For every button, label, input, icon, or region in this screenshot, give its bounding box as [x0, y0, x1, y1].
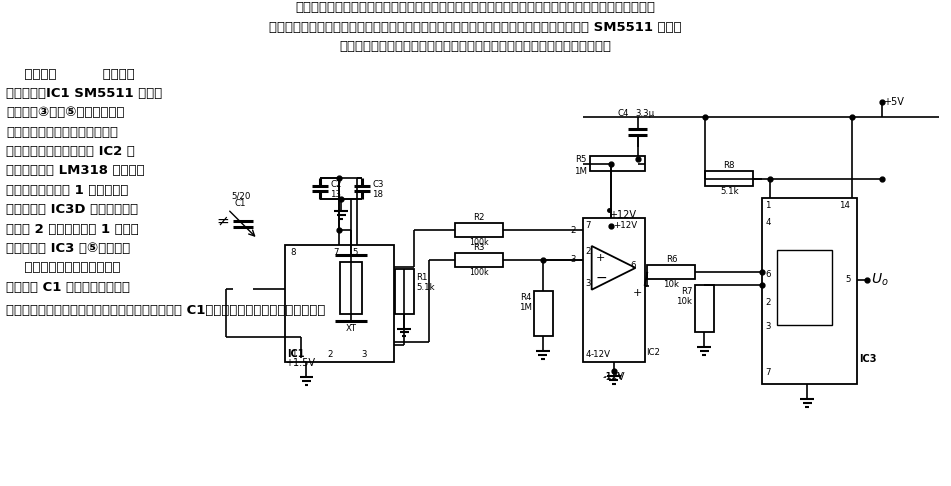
Text: +: + — [632, 288, 642, 298]
Bar — [706, 172, 753, 186]
Text: R6: R6 — [666, 255, 677, 264]
Text: $U_o$: $U_o$ — [871, 272, 888, 288]
Text: 冲信号。两路脉冲信号经 IC2 高: 冲信号。两路脉冲信号经 IC2 高 — [7, 145, 135, 158]
Text: 通电源后，IC1 SM5511 开始工: 通电源后，IC1 SM5511 开始工 — [7, 87, 163, 100]
Text: 产生高频振荡信号，然后经多级分频电路得到。这里介绍一种利用高频石英钟专用集成电路 SM5511 产生精: 产生高频振荡信号，然后经多级分频电路得到。这里介绍一种利用高频石英钟专用集成电路… — [269, 21, 681, 34]
Text: 8: 8 — [291, 248, 296, 257]
Text: IC2: IC2 — [647, 348, 661, 357]
Bar — [396, 269, 415, 313]
Bar — [456, 223, 503, 237]
Text: -12V: -12V — [604, 372, 624, 381]
Text: 14: 14 — [839, 201, 850, 210]
Text: C4: C4 — [617, 109, 629, 118]
Text: 3: 3 — [361, 350, 367, 359]
Text: 5.1k: 5.1k — [720, 187, 739, 196]
Text: 100k: 100k — [469, 268, 489, 277]
Text: IC1: IC1 — [287, 349, 305, 359]
Bar — [648, 265, 695, 279]
Text: 速运算放大器 LM318 比较放大: 速运算放大器 LM318 比较放大 — [7, 164, 145, 177]
Text: −: − — [595, 271, 608, 285]
Text: 5: 5 — [353, 248, 358, 257]
Text: ≠: ≠ — [217, 214, 229, 228]
Text: 5: 5 — [844, 275, 850, 284]
Text: 作，在其③脚与⑤脚分别产生幅: 作，在其③脚与⑤脚分别产生幅 — [7, 106, 125, 119]
Text: R2: R2 — [474, 213, 485, 222]
Text: -12V: -12V — [602, 372, 625, 382]
Text: +5V: +5V — [883, 97, 903, 107]
Text: C1: C1 — [235, 199, 246, 208]
Text: 后，合并成周期为 1 秒的窄幅脉: 后，合并成周期为 1 秒的窄幅脉 — [7, 184, 128, 197]
Text: 本电路调试十分简单，调节: 本电路调试十分简单，调节 — [7, 261, 121, 275]
Text: 冲信号，经 IC3D 触发器后变成: 冲信号，经 IC3D 触发器后变成 — [7, 203, 139, 216]
Text: 100k: 100k — [469, 238, 489, 247]
Text: 周期为 2 秒、占空比为 1 的秒脉: 周期为 2 秒、占空比为 1 的秒脉 — [7, 223, 139, 236]
Text: 7: 7 — [766, 368, 770, 377]
Text: 在数字电路中，常常需要用精确的秒脉冲信号来对检测的信号进行采样取值，实际中多采用高频振荡器: 在数字电路中，常常需要用精确的秒脉冲信号来对检测的信号进行采样取值，实际中多采用… — [295, 1, 655, 15]
Bar — [583, 218, 645, 363]
Text: 10k: 10k — [664, 280, 679, 289]
Text: R4: R4 — [520, 293, 532, 302]
Bar — [456, 253, 503, 267]
Text: 7: 7 — [586, 221, 592, 230]
Text: R5: R5 — [575, 155, 587, 164]
Bar — [762, 198, 857, 384]
Text: C2: C2 — [330, 180, 342, 189]
Text: +12V: +12V — [609, 210, 635, 220]
Text: 微调电容 C1 可以改变石英谐振: 微调电容 C1 可以改变石英谐振 — [7, 281, 130, 294]
Text: 18: 18 — [372, 190, 383, 199]
Text: 3: 3 — [571, 256, 575, 264]
Text: 2: 2 — [586, 247, 592, 257]
Text: 13: 13 — [330, 190, 341, 199]
Bar — [695, 285, 714, 332]
Text: +1.5V: +1.5V — [285, 358, 316, 368]
Text: R1: R1 — [417, 273, 428, 282]
Text: 器的振荡频率。配合高精度的高频计数器调节电容 C1，便可以得到精确的秒脉冲信号。: 器的振荡频率。配合高精度的高频计数器调节电容 C1，便可以得到精确的秒脉冲信号。 — [7, 304, 326, 317]
Text: R7: R7 — [681, 287, 692, 296]
Text: 6: 6 — [766, 270, 770, 279]
Text: 4: 4 — [766, 218, 770, 227]
Text: 1M: 1M — [519, 303, 532, 312]
Text: -12V: -12V — [591, 350, 611, 359]
Text: C3: C3 — [372, 180, 384, 189]
Bar — [777, 250, 832, 325]
Bar — [590, 156, 645, 172]
Text: 3: 3 — [766, 322, 770, 331]
Text: IC3: IC3 — [859, 354, 877, 364]
Text: +: + — [595, 253, 605, 263]
Text: 值相等、极性相反的正负窄幅脉: 值相等、极性相反的正负窄幅脉 — [7, 126, 118, 139]
Text: 3: 3 — [586, 279, 592, 288]
Text: 5/20: 5/20 — [231, 191, 250, 200]
Text: 10k: 10k — [676, 296, 692, 306]
Text: 4: 4 — [586, 350, 592, 359]
Text: XT: XT — [346, 324, 357, 332]
Bar — [534, 291, 553, 336]
Text: 2: 2 — [766, 298, 770, 307]
Text: 5.1k: 5.1k — [417, 283, 435, 292]
Text: 电路如图          所示。接: 电路如图 所示。接 — [7, 68, 135, 81]
Text: 1: 1 — [291, 350, 296, 359]
Text: 1: 1 — [766, 201, 770, 210]
Text: 确秒脉冲的电路，它具有结构简单、精确度高的优点，安装容易，一装即成。: 确秒脉冲的电路，它具有结构简单、精确度高的优点，安装容易，一装即成。 — [339, 40, 611, 53]
Text: 3.3μ: 3.3μ — [635, 109, 654, 118]
Text: 冲信号，由 IC3 的⑤脚输出。: 冲信号，由 IC3 的⑤脚输出。 — [7, 242, 130, 255]
Text: 2: 2 — [571, 226, 575, 235]
Text: 6: 6 — [631, 261, 636, 270]
Text: 2: 2 — [327, 350, 333, 359]
Bar — [284, 245, 395, 363]
Text: +12V: +12V — [612, 221, 637, 230]
Text: 1M: 1M — [573, 167, 587, 176]
Text: R3: R3 — [474, 243, 485, 252]
Bar — [340, 262, 362, 313]
Text: 7: 7 — [334, 248, 339, 257]
Text: R8: R8 — [724, 161, 735, 171]
